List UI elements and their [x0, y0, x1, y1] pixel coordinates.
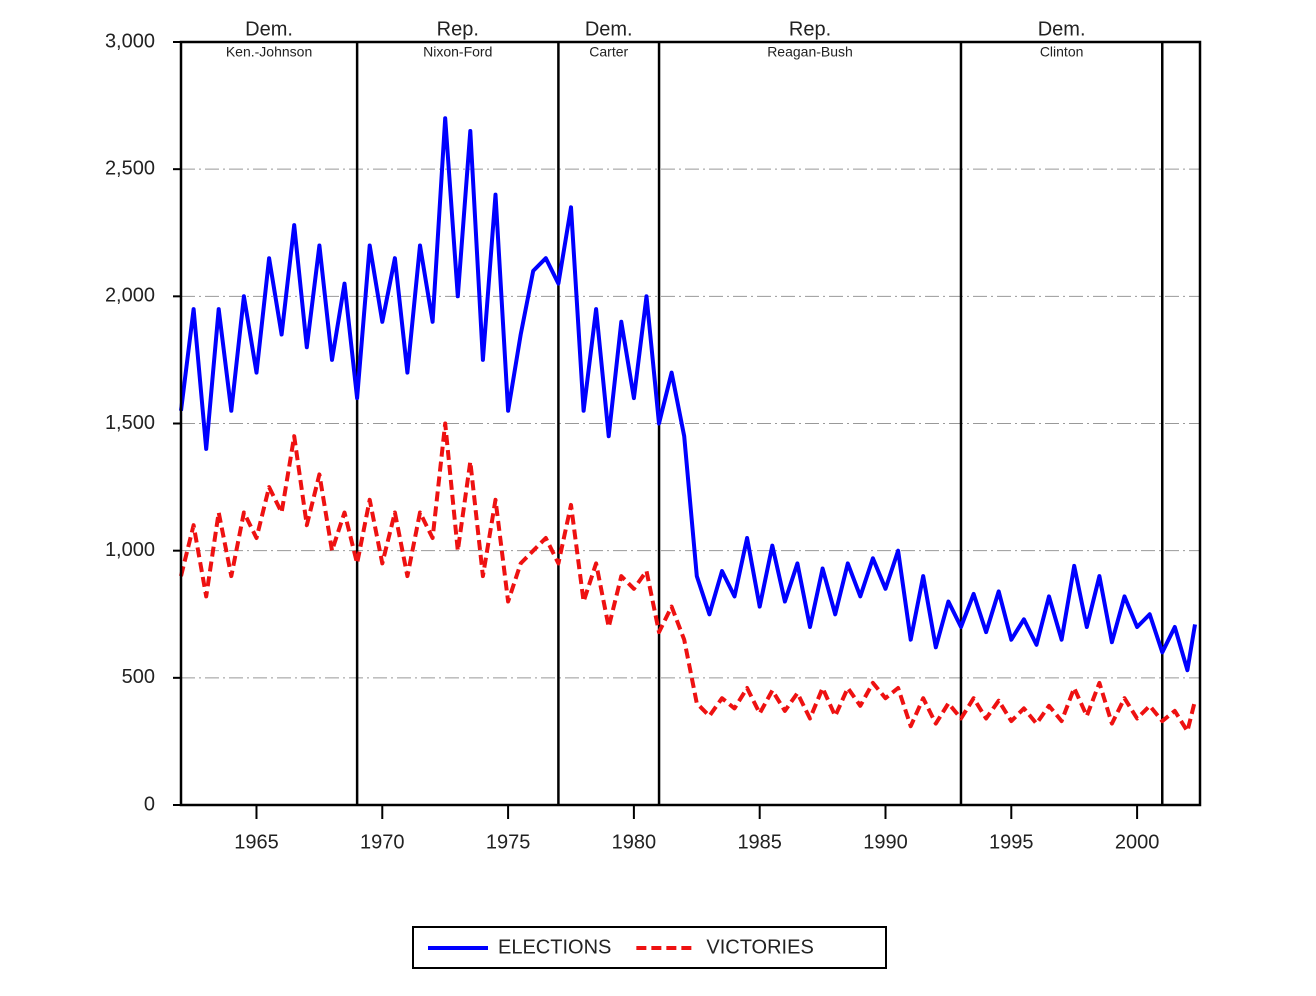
y-tick-label: 0 — [144, 793, 155, 815]
line-series — [179, 116, 1197, 673]
plot-frame — [179, 40, 1202, 807]
x-tick-label: 1965 — [234, 831, 279, 853]
x-tick-label: 1985 — [737, 831, 782, 853]
x-tick-label: 1990 — [863, 831, 908, 853]
y-tick-label: 3,000 — [105, 30, 155, 52]
y-tick-label: 1,000 — [105, 539, 155, 561]
period-name: Nixon-Ford — [423, 44, 492, 60]
legend-label: VICTORIES — [706, 936, 813, 958]
period-party: Dem. — [245, 18, 293, 40]
y-tick-label: 2,500 — [105, 157, 155, 179]
period-name: Ken.-Johnson — [226, 44, 312, 60]
period-party: Rep. — [789, 18, 831, 40]
y-tick-label: 1,500 — [105, 412, 155, 434]
period-name: Carter — [589, 44, 628, 60]
legend-box — [412, 926, 887, 969]
period-party: Rep. — [437, 18, 479, 40]
period-party: Dem. — [1038, 18, 1086, 40]
x-tick-label: 1980 — [612, 831, 657, 853]
period-name: Clinton — [1040, 44, 1084, 60]
line-series — [179, 421, 1197, 734]
x-tick-label: 1970 — [360, 831, 405, 853]
x-tick-label: 2000 — [1115, 831, 1160, 853]
x-tick-label: 1975 — [486, 831, 531, 853]
period-name: Reagan-Bush — [767, 44, 853, 60]
y-tick-label: 2,000 — [105, 285, 155, 307]
y-tick-label: 500 — [122, 666, 155, 688]
period-party: Dem. — [585, 18, 633, 40]
x-tick-label: 1995 — [989, 831, 1034, 853]
legend-label: ELECTIONS — [498, 936, 611, 958]
